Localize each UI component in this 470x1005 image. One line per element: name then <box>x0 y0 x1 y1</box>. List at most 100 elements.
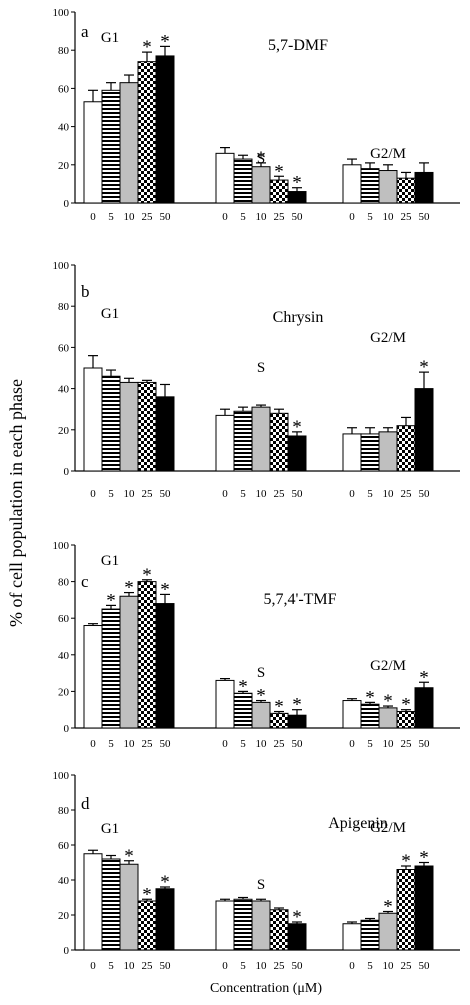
panel-letter: b <box>81 282 90 301</box>
panel-letter: c <box>81 572 89 591</box>
bar-s-10 <box>251 900 271 951</box>
x-tick-label: 50 <box>419 488 431 500</box>
x-tick-label: 50 <box>292 960 304 972</box>
x-tick-label: 25 <box>401 738 413 750</box>
significance-star: * <box>419 667 429 688</box>
bar-s-50 <box>287 191 307 204</box>
group-label-s: S <box>257 360 265 376</box>
bar-s-25 <box>269 179 289 204</box>
y-tick-label: 80 <box>58 301 70 313</box>
bar-g2m-50 <box>414 687 434 729</box>
bar-g1-25 <box>137 381 157 472</box>
bar-s-0 <box>215 152 235 204</box>
significance-star: * <box>124 846 134 867</box>
significance-star: * <box>292 695 302 716</box>
x-tick-label: 10 <box>383 211 395 223</box>
bar-s-10 <box>251 406 271 472</box>
x-tick-label: 10 <box>256 738 268 750</box>
x-axis-title: Concentration (μM) <box>210 981 322 996</box>
x-tick-label: 50 <box>160 488 172 500</box>
y-tick-label: 60 <box>58 83 70 95</box>
x-tick-label: 5 <box>367 738 373 750</box>
bar-s-0 <box>215 414 235 472</box>
bar-g2m-5 <box>360 433 380 472</box>
y-tick-label: 60 <box>58 613 70 625</box>
group-label-g1: G1 <box>101 821 119 837</box>
bar-g1-50 <box>155 603 175 729</box>
bar-g1-5 <box>101 89 121 204</box>
y-tick-label: 80 <box>58 45 70 57</box>
significance-star: * <box>274 697 284 718</box>
panel-title: 5,7,4'-TMF <box>263 591 336 608</box>
x-tick-label: 25 <box>142 738 154 750</box>
x-tick-label: 5 <box>367 488 373 500</box>
panel-title: 5,7-DMF <box>268 37 328 54</box>
y-tick-label: 20 <box>58 160 70 172</box>
bar-g1-50 <box>155 55 175 204</box>
x-tick-label: 25 <box>274 960 286 972</box>
x-tick-label: 0 <box>222 488 228 500</box>
bar-g1-0 <box>83 101 103 204</box>
x-tick-label: 50 <box>160 738 172 750</box>
x-tick-label: 50 <box>419 960 431 972</box>
group-label-g1: G1 <box>101 553 119 569</box>
significance-star: * <box>160 579 170 600</box>
bar-g2m-25 <box>396 869 416 951</box>
x-tick-label: 0 <box>90 738 96 750</box>
bar-g1-50 <box>155 396 175 472</box>
x-tick-label: 0 <box>222 960 228 972</box>
bar-s-5 <box>233 692 253 729</box>
bar-g2m-0 <box>342 164 362 204</box>
bar-g1-5 <box>101 608 121 729</box>
significance-star: * <box>160 31 170 52</box>
bar-g1-5 <box>101 858 121 951</box>
bar-g2m-25 <box>396 425 416 472</box>
y-tick-label: 40 <box>58 875 70 887</box>
bar-g1-0 <box>83 367 103 472</box>
y-tick-label: 40 <box>58 122 70 134</box>
significance-star: * <box>106 590 116 611</box>
significance-star: * <box>274 161 284 182</box>
x-tick-label: 25 <box>401 960 413 972</box>
significance-star: * <box>142 37 152 58</box>
bar-g2m-10 <box>378 912 398 951</box>
significance-star: * <box>292 173 302 194</box>
x-tick-label: 50 <box>292 488 304 500</box>
bar-g2m-0 <box>342 700 362 729</box>
bar-s-50 <box>287 714 307 729</box>
x-tick-label: 0 <box>90 211 96 223</box>
significance-star: * <box>142 565 152 586</box>
x-tick-label: 5 <box>108 960 114 972</box>
y-tick-label: 20 <box>58 686 70 698</box>
significance-star: * <box>401 695 411 716</box>
y-tick-label: 80 <box>58 577 70 589</box>
significance-star: * <box>160 872 170 893</box>
panel-title: Chrysin <box>273 309 324 326</box>
significance-star: * <box>292 907 302 928</box>
significance-star: * <box>419 357 429 378</box>
x-tick-label: 50 <box>419 738 431 750</box>
x-tick-label: 5 <box>367 960 373 972</box>
x-tick-label: 10 <box>124 488 136 500</box>
bar-s-50 <box>287 435 307 472</box>
panel-letter: d <box>81 794 90 813</box>
x-tick-label: 10 <box>256 960 268 972</box>
x-tick-label: 50 <box>292 211 304 223</box>
bar-g1-5 <box>101 375 121 472</box>
group-label-g2m: G2/M <box>370 330 406 346</box>
y-tick-label: 0 <box>64 945 70 957</box>
significance-star: * <box>142 884 152 905</box>
significance-star: * <box>365 687 375 708</box>
x-tick-label: 0 <box>222 211 228 223</box>
bar-g2m-10 <box>378 170 398 204</box>
group-label-g1: G1 <box>101 30 119 46</box>
x-tick-label: 10 <box>124 738 136 750</box>
bar-s-10 <box>251 166 271 204</box>
bar-s-0 <box>215 900 235 951</box>
bar-g2m-25 <box>396 177 416 204</box>
x-tick-label: 0 <box>90 960 96 972</box>
bar-s-25 <box>269 412 289 472</box>
